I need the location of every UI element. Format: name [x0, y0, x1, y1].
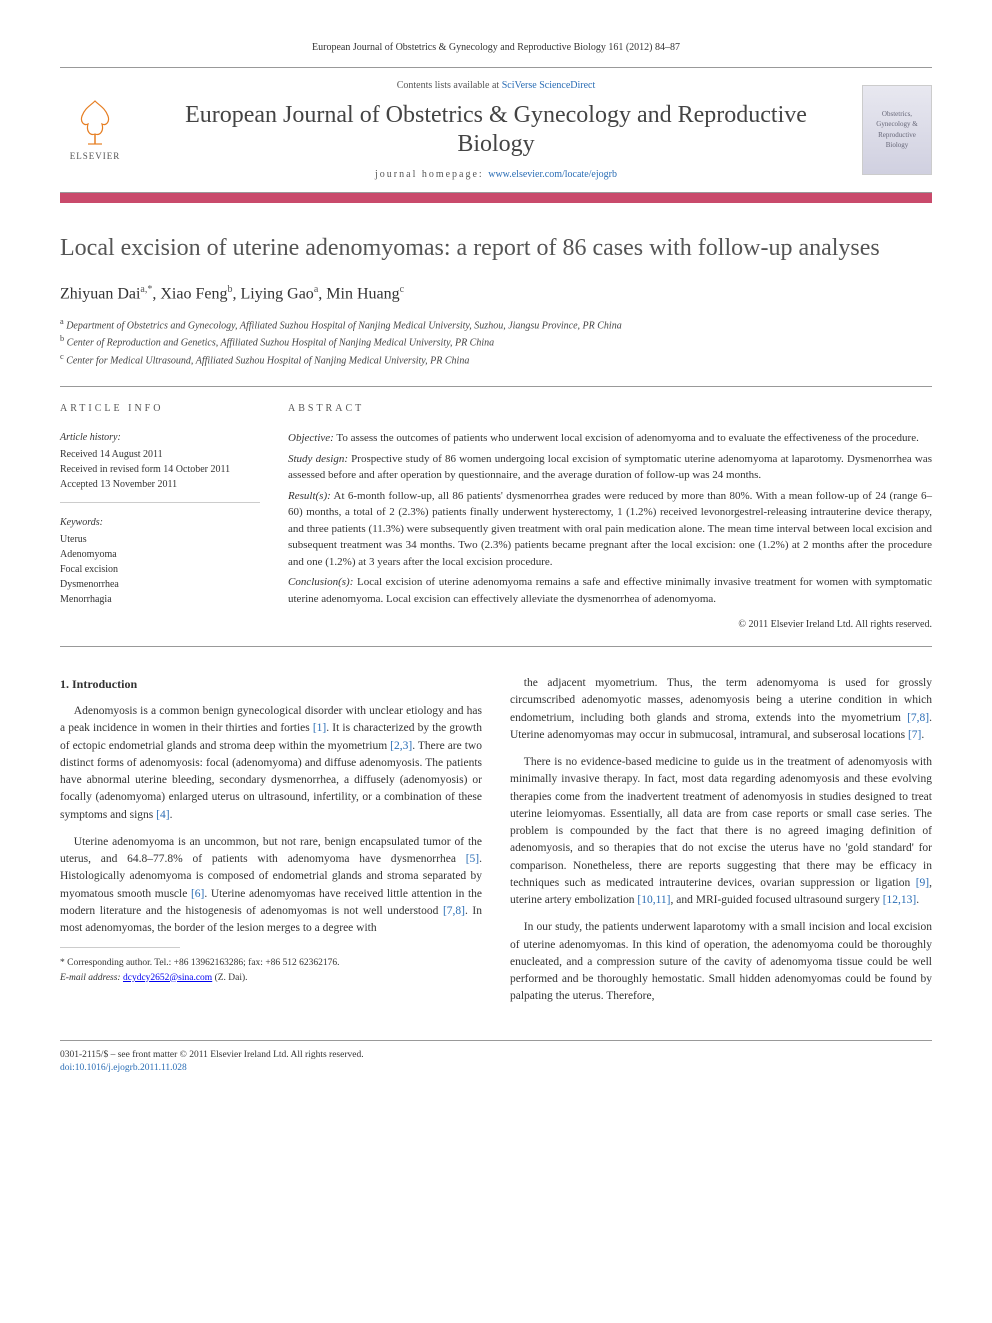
- history-block: Article history: Received 14 August 2011…: [60, 430, 260, 503]
- affil-text: Department of Obstetrics and Gynecology,…: [66, 320, 622, 331]
- running-header: European Journal of Obstetrics & Gynecol…: [60, 40, 932, 55]
- history-item: Received 14 August 2011: [60, 447, 260, 462]
- keyword: Dysmenorrhea: [60, 577, 260, 592]
- contents-prefix: Contents lists available at: [397, 80, 502, 91]
- affil-mark: a: [60, 317, 64, 326]
- abstract-objective: To assess the outcomes of patients who u…: [336, 432, 918, 444]
- history-label: Article history:: [60, 430, 260, 445]
- abstract-conclusion-label: Conclusion(s):: [288, 576, 353, 588]
- corresponding-author: * Corresponding author. Tel.: +86 139621…: [60, 956, 482, 985]
- accent-bar: [60, 193, 932, 203]
- elsevier-tree-icon: [70, 96, 120, 146]
- homepage-prefix: journal homepage:: [375, 169, 488, 180]
- abstract-copyright: © 2011 Elsevier Ireland Ltd. All rights …: [288, 617, 932, 632]
- homepage-line: journal homepage: www.elsevier.com/locat…: [150, 167, 842, 182]
- abstract-head: ABSTRACT: [288, 401, 932, 416]
- masthead: ELSEVIER Contents lists available at Sci…: [60, 67, 932, 193]
- issn-line: 0301-2115/$ – see front matter © 2011 El…: [60, 1049, 932, 1062]
- body-paragraph: In our study, the patients underwent lap…: [510, 919, 932, 1005]
- corresp-email-link[interactable]: dcydcy2652@sina.com: [123, 973, 212, 983]
- body-paragraph: Uterine adenomyoma is an uncommon, but n…: [60, 834, 482, 938]
- masthead-center: Contents lists available at SciVerse Sci…: [150, 78, 842, 182]
- footnote-rule: [60, 947, 180, 948]
- history-item: Received in revised form 14 October 2011: [60, 462, 260, 477]
- author-name: Liying Gao: [240, 285, 313, 302]
- right-column: the adjacent myometrium. Thus, the term …: [510, 675, 932, 1016]
- article-title: Local excision of uterine adenomyomas: a…: [60, 233, 932, 264]
- keyword: Focal excision: [60, 562, 260, 577]
- history-item: Accepted 13 November 2011: [60, 477, 260, 492]
- keyword: Adenomyoma: [60, 547, 260, 562]
- abstract-objective-label: Objective:: [288, 432, 334, 444]
- body-columns: 1. Introduction Adenomyosis is a common …: [60, 675, 932, 1016]
- abstract-design: Prospective study of 86 women undergoing…: [288, 453, 932, 482]
- keyword: Menorrhagia: [60, 592, 260, 607]
- author-mark: a: [314, 284, 318, 295]
- author-name: Min Huang: [326, 285, 399, 302]
- affil-text: Center for Medical Ultrasound, Affiliate…: [66, 355, 469, 366]
- corresp-text: Corresponding author. Tel.: +86 13962163…: [67, 958, 339, 968]
- homepage-link[interactable]: www.elsevier.com/locate/ejogrb: [488, 169, 617, 180]
- info-abstract-block: ARTICLE INFO Article history: Received 1…: [60, 386, 932, 647]
- keywords-label: Keywords:: [60, 515, 260, 530]
- article-info-head: ARTICLE INFO: [60, 401, 260, 416]
- author-name: Xiao Feng: [160, 285, 227, 302]
- abstract: ABSTRACT Objective: To assess the outcom…: [288, 401, 932, 632]
- section-number: 1.: [60, 677, 69, 691]
- abstract-conclusion: Local excision of uterine adenomyoma rem…: [288, 576, 932, 605]
- footer: 0301-2115/$ – see front matter © 2011 El…: [60, 1040, 932, 1076]
- abstract-design-label: Study design:: [288, 453, 348, 465]
- affiliation-row: a Department of Obstetrics and Gynecolog…: [60, 316, 932, 333]
- body-paragraph: There is no evidence-based medicine to g…: [510, 754, 932, 909]
- email-suffix: (Z. Dai).: [215, 973, 248, 983]
- body-paragraph: Adenomyosis is a common benign gynecolog…: [60, 703, 482, 824]
- author-name: Zhiyuan Dai: [60, 285, 140, 302]
- elsevier-label: ELSEVIER: [70, 150, 121, 164]
- left-column: 1. Introduction Adenomyosis is a common …: [60, 675, 482, 1016]
- affiliation-row: b Center of Reproduction and Genetics, A…: [60, 333, 932, 350]
- author-mark: a,*: [140, 284, 152, 295]
- author-mark: c: [400, 284, 404, 295]
- sciencedirect-link[interactable]: SciVerse ScienceDirect: [502, 80, 596, 91]
- affiliation-row: c Center for Medical Ultrasound, Affilia…: [60, 351, 932, 368]
- affil-text: Center of Reproduction and Genetics, Aff…: [67, 338, 494, 349]
- affil-mark: c: [60, 352, 64, 361]
- elsevier-logo: ELSEVIER: [60, 90, 130, 170]
- email-label: E-mail address:: [60, 973, 121, 983]
- keywords-block: Keywords: Uterus Adenomyoma Focal excisi…: [60, 515, 260, 617]
- keyword: Uterus: [60, 532, 260, 547]
- section-heading: 1. Introduction: [60, 675, 482, 693]
- corresp-mark: *: [60, 958, 65, 968]
- abstract-results: At 6-month follow-up, all 86 patients' d…: [288, 490, 932, 568]
- section-title: Introduction: [72, 677, 137, 691]
- author-mark: b: [227, 284, 232, 295]
- journal-cover-thumbnail: Obstetrics, Gynecology & Reproductive Bi…: [862, 85, 932, 175]
- journal-name: European Journal of Obstetrics & Gynecol…: [150, 101, 842, 159]
- doi-line: doi:10.1016/j.ejogrb.2011.11.028: [60, 1062, 932, 1075]
- affiliations: a Department of Obstetrics and Gynecolog…: [60, 316, 932, 368]
- doi-link[interactable]: doi:10.1016/j.ejogrb.2011.11.028: [60, 1063, 187, 1073]
- author-list: Zhiyuan Daia,*, Xiao Fengb, Liying Gaoa,…: [60, 282, 932, 306]
- contents-line: Contents lists available at SciVerse Sci…: [150, 78, 842, 93]
- abstract-results-label: Result(s):: [288, 490, 331, 502]
- affil-mark: b: [60, 334, 64, 343]
- body-paragraph: the adjacent myometrium. Thus, the term …: [510, 675, 932, 744]
- article-info: ARTICLE INFO Article history: Received 1…: [60, 401, 260, 632]
